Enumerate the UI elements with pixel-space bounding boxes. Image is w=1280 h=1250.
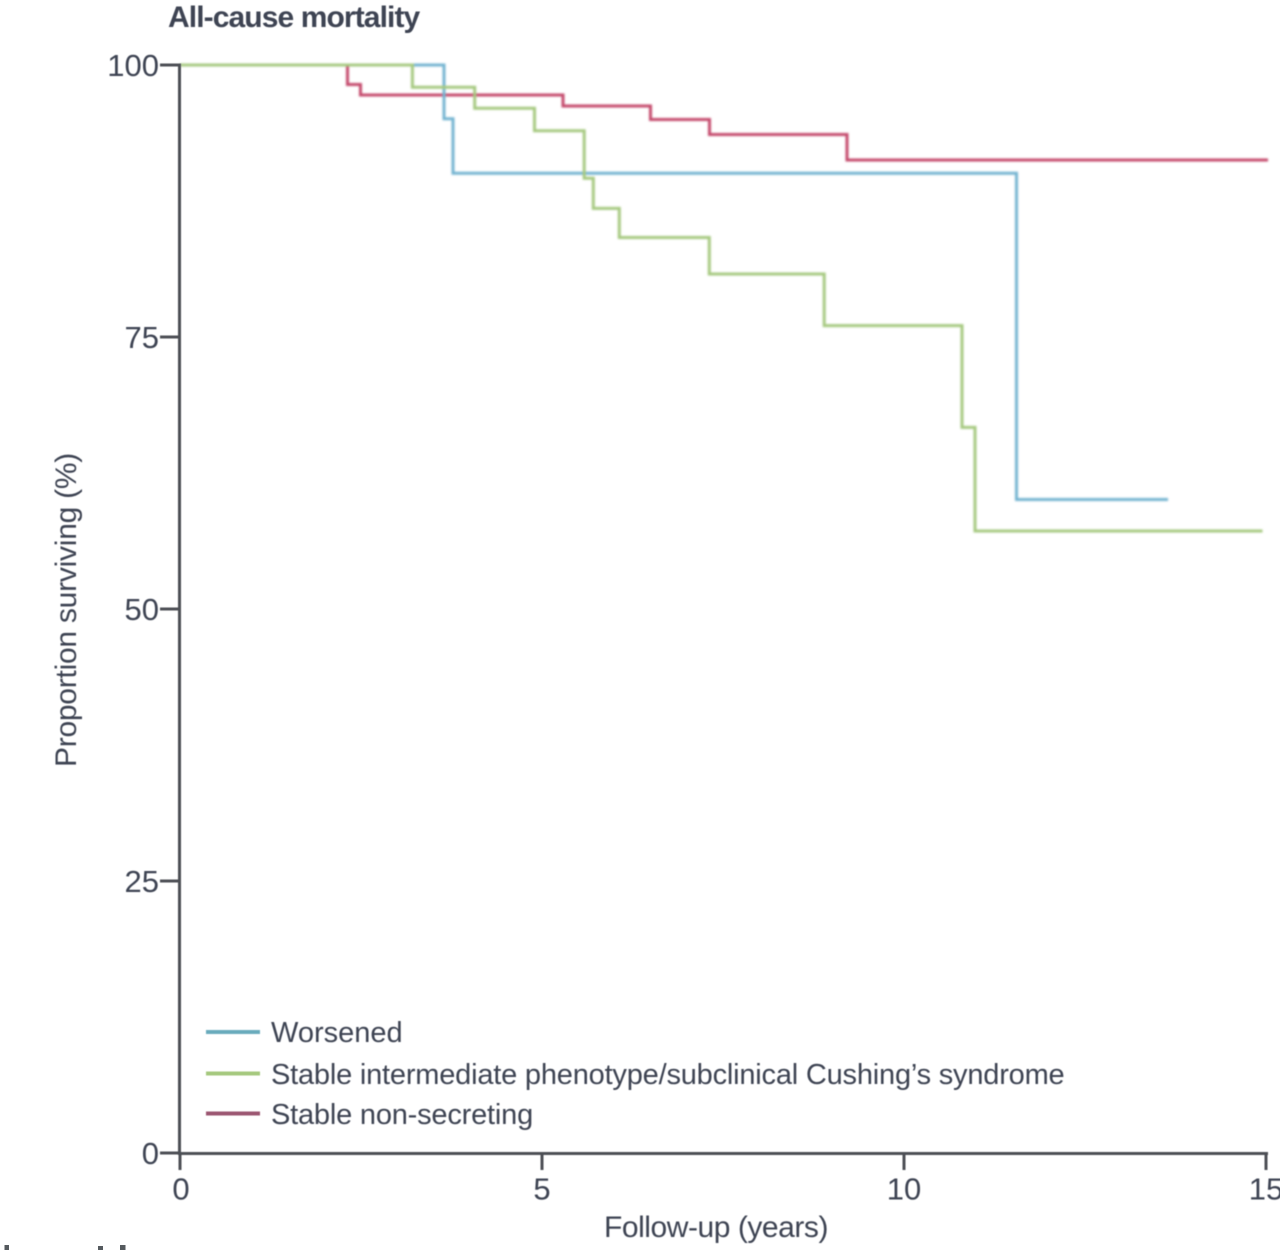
svg-text:0: 0 (172, 1172, 189, 1207)
svg-text:Follow-up (years): Follow-up (years) (604, 1211, 828, 1244)
svg-text:15: 15 (1249, 1172, 1280, 1207)
svg-text:50: 50 (125, 592, 159, 627)
svg-text:All-cause mortality: All-cause mortality (168, 1, 421, 34)
svg-text:25: 25 (125, 864, 159, 899)
svg-text:75: 75 (125, 320, 159, 355)
svg-text:Stable non-secreting: Stable non-secreting (271, 1099, 533, 1131)
svg-text:10: 10 (887, 1172, 921, 1207)
svg-text:Proportion surviving (%): Proportion surviving (%) (50, 453, 83, 767)
svg-text:100: 100 (107, 48, 159, 83)
svg-text:Worsened: Worsened (271, 1017, 403, 1049)
svg-text:Stable intermediate phenotype/: Stable intermediate phenotype/subclinica… (271, 1059, 1065, 1091)
svg-text:5: 5 (533, 1172, 550, 1207)
svg-text:0: 0 (142, 1136, 159, 1171)
